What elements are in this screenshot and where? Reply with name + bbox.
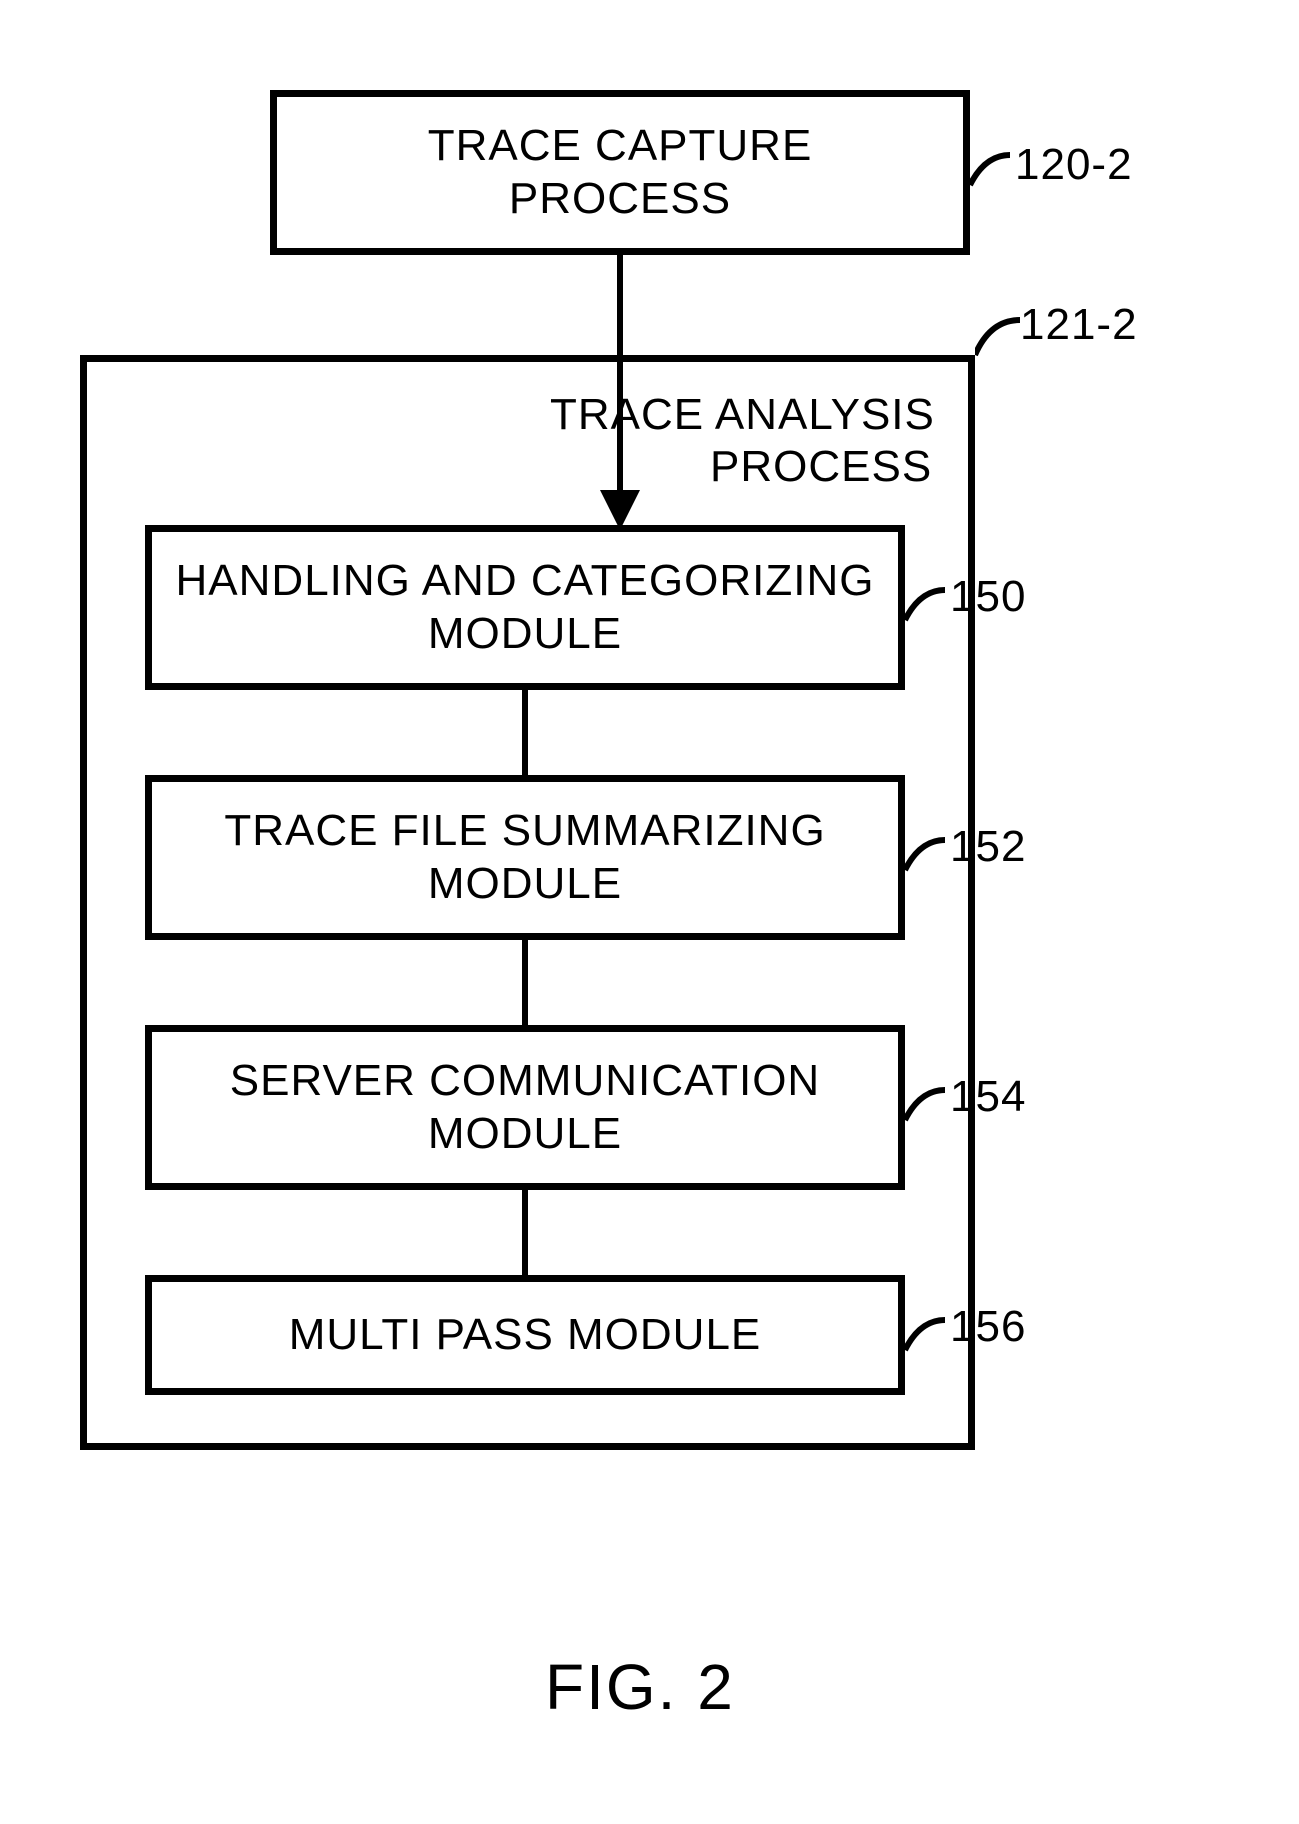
multipass-line1: MULTI PASS MODULE	[289, 1309, 762, 1362]
ref-label-121-2: 121-2	[1020, 300, 1138, 350]
summarizing-line2: MODULE	[428, 858, 622, 911]
trace-analysis-label-line1: TRACE ANALYSIS	[550, 390, 935, 440]
trace-file-summarizing-box: TRACE FILE SUMMARIZING MODULE	[145, 775, 905, 940]
connector-4	[522, 1190, 528, 1275]
handling-categorizing-box: HANDLING AND CATEGORIZING MODULE	[145, 525, 905, 690]
handling-line1: HANDLING AND CATEGORIZING	[176, 555, 875, 608]
ref-label-156: 156	[950, 1302, 1026, 1352]
figure-caption: FIG. 2	[545, 1650, 735, 1724]
handling-line2: MODULE	[428, 608, 622, 661]
trace-capture-box: TRACE CAPTURE PROCESS	[270, 90, 970, 255]
ref-label-120-2: 120-2	[1015, 140, 1133, 190]
connector-3	[522, 940, 528, 1025]
trace-capture-line2: PROCESS	[509, 173, 731, 226]
ref-label-152: 152	[950, 822, 1026, 872]
trace-capture-line1: TRACE CAPTURE	[428, 120, 813, 173]
multi-pass-box: MULTI PASS MODULE	[145, 1275, 905, 1395]
server-line1: SERVER COMMUNICATION	[230, 1055, 820, 1108]
ref-label-150: 150	[950, 572, 1026, 622]
summarizing-line1: TRACE FILE SUMMARIZING	[224, 805, 825, 858]
connector-2	[522, 690, 528, 775]
ref-label-154: 154	[950, 1072, 1026, 1122]
trace-analysis-label-line2: PROCESS	[710, 442, 932, 492]
server-communication-box: SERVER COMMUNICATION MODULE	[145, 1025, 905, 1190]
server-line2: MODULE	[428, 1108, 622, 1161]
